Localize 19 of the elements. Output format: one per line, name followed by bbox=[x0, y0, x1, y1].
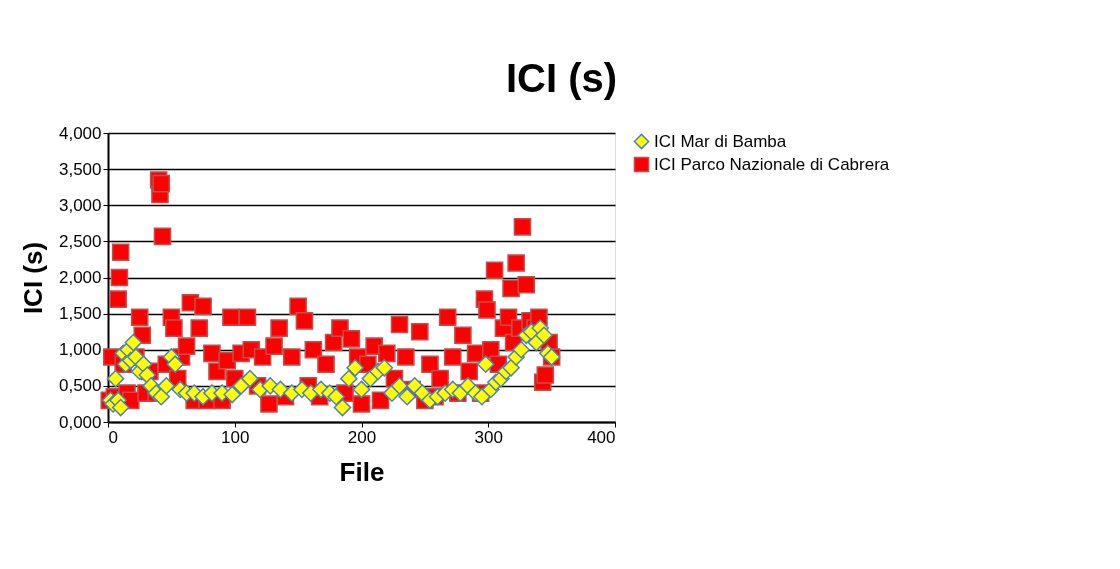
x-tick-label: 300 bbox=[474, 427, 503, 447]
x-axis-title: File bbox=[339, 456, 385, 487]
legend-label: ICI Parco Nazionale di Cabrera bbox=[654, 154, 890, 174]
chart-title: ICI (s) bbox=[505, 56, 618, 100]
legend-label: ICI Mar di Bamba bbox=[654, 131, 787, 151]
y-tick-label: 0,500 bbox=[58, 376, 102, 396]
x-tick-label: 400 bbox=[587, 427, 616, 447]
y-tick-label: 2,000 bbox=[58, 268, 102, 287]
x-tick-label: 200 bbox=[347, 427, 377, 447]
y-tick-label: 1,500 bbox=[58, 304, 102, 324]
y-tick-label: 3,000 bbox=[58, 195, 102, 215]
x-tick-label: 100 bbox=[221, 427, 250, 447]
y-axis-title: ICI (s) bbox=[17, 241, 48, 315]
y-tick-label: 2,500 bbox=[58, 231, 102, 251]
y-tick-label: 3,500 bbox=[58, 159, 102, 179]
y-tick-label: 0,000 bbox=[58, 412, 102, 432]
x-tick-label: 0 bbox=[108, 427, 118, 447]
y-tick-label: 4,000 bbox=[58, 123, 102, 143]
y-tick-label: 1,000 bbox=[58, 340, 102, 360]
